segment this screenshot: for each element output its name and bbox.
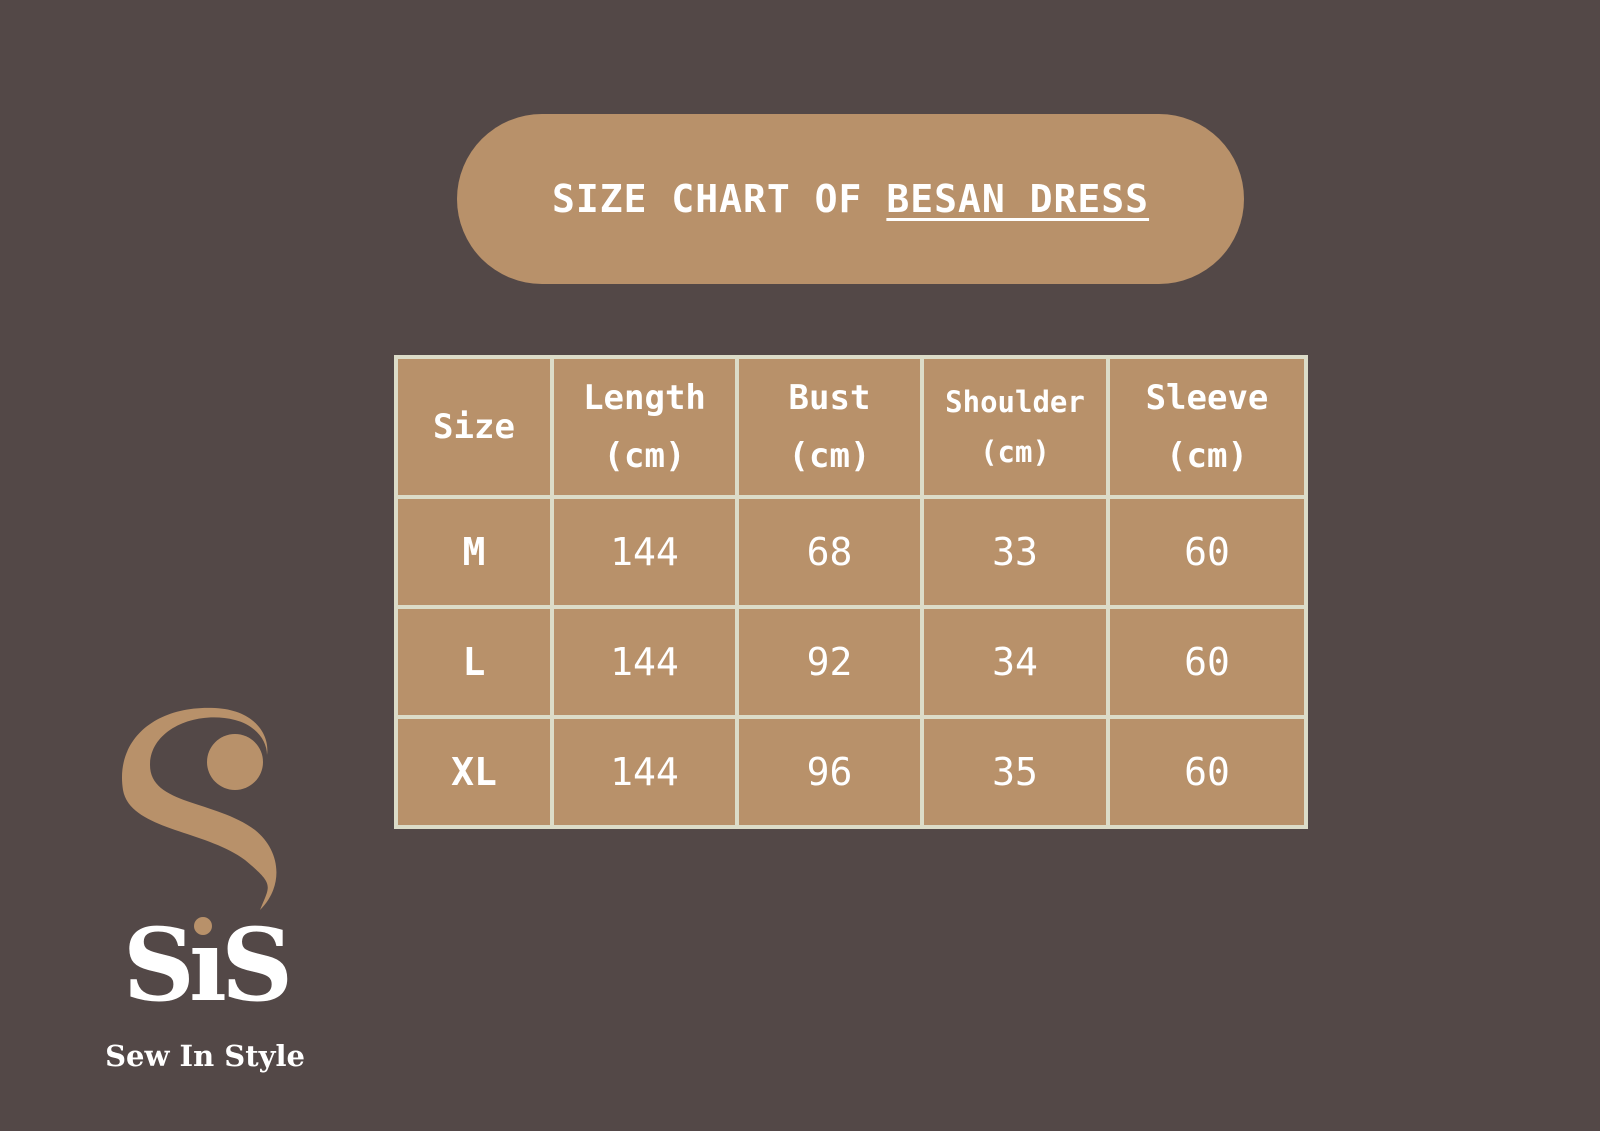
- header-sleeve-label: Sleeve: [1145, 378, 1269, 418]
- header-length: Length (cm): [550, 355, 739, 499]
- header-length-unit: (cm): [603, 436, 686, 476]
- cell-sleeve: 60: [1106, 715, 1308, 829]
- cell-size: L: [394, 605, 554, 719]
- title-banner: SIZE CHART OF BESAN DRESS: [457, 114, 1244, 284]
- title-prefix: SIZE CHART OF: [551, 177, 863, 221]
- sis-logo-icon: SıS: [121, 707, 294, 1024]
- header-sleeve: Sleeve (cm): [1106, 355, 1308, 499]
- cell-bust: 92: [735, 605, 924, 719]
- title-product: BESAN DRESS: [886, 177, 1150, 221]
- cell-sleeve: 60: [1106, 495, 1308, 609]
- header-bust: Bust (cm): [735, 355, 924, 499]
- cell-sleeve: 60: [1106, 605, 1308, 719]
- table-row: L 144 92 34 60: [394, 605, 1308, 719]
- cell-size: M: [394, 495, 554, 609]
- header-bust-label: Bust: [788, 378, 871, 418]
- cell-shoulder: 33: [920, 495, 1110, 609]
- header-row: Size Length (cm) Bust (cm) Shoulder (cm) Sl…: [394, 355, 1308, 499]
- header-sleeve-unit: (cm): [1166, 436, 1248, 476]
- brand-tagline: Sew In Style: [105, 1039, 305, 1073]
- table-row: XL 144 96 35 60: [394, 715, 1308, 829]
- header-bust-unit: (cm): [788, 436, 871, 476]
- cell-bust: 68: [735, 495, 924, 609]
- cell-length: 144: [550, 715, 739, 829]
- brand-logo: SıS Sew In Style: [95, 700, 315, 1080]
- header-shoulder: Shoulder (cm): [920, 355, 1110, 499]
- cell-shoulder: 35: [920, 715, 1110, 829]
- cell-length: 144: [550, 495, 739, 609]
- table-row: M 144 68 33 60: [394, 495, 1308, 609]
- header-length-label: Length: [583, 378, 706, 418]
- cell-size: XL: [394, 715, 554, 829]
- header-size: Size: [394, 355, 554, 499]
- header-shoulder-label: Shoulder: [945, 385, 1085, 419]
- size-chart-table: Size Length (cm) Bust (cm) Shoulder (cm) Sl…: [394, 355, 1308, 829]
- header-shoulder-unit: (cm): [980, 435, 1050, 469]
- cell-length: 144: [550, 605, 739, 719]
- cell-shoulder: 34: [920, 605, 1110, 719]
- cell-bust: 96: [735, 715, 924, 829]
- header-size-label: Size: [433, 407, 515, 447]
